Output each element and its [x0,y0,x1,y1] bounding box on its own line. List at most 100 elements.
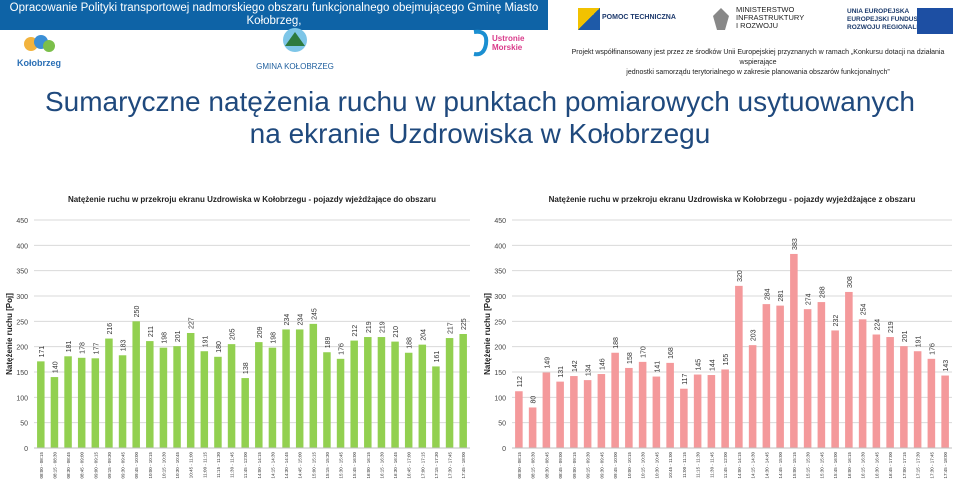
ustronie-logo: Ustronie Morskie [470,28,530,58]
eu-line-3: ROZWOJU REGIONALNEGO [847,24,936,31]
bar [336,358,345,448]
bar [803,309,812,448]
header-line-1: Opracowanie Polityki transportowej nadmo… [9,2,539,27]
data-label: 131 [558,366,565,378]
bar [693,374,702,448]
data-label: 201 [175,330,182,342]
x-tick-label: 14:15 - 14:30 [270,452,275,479]
chart-title: Natężenie ruchu w przekroju ekranu Uzdro… [68,195,436,204]
data-label: 170 [641,346,648,358]
x-tick-label: 16:30 - 16:45 [874,452,879,479]
y-tick-label: 0 [502,446,506,453]
x-tick-label: 09:45 - 10:00 [134,452,139,479]
data-label: 141 [654,361,661,373]
bar [159,347,168,448]
bar [459,334,467,448]
bar [652,376,661,448]
bar [666,362,674,448]
x-tick-label: 08:45 - 09:00 [80,452,85,479]
x-tick-label: 09:30 - 09:45 [121,452,126,479]
bar [748,345,757,448]
data-label: 112 [517,376,524,387]
x-tick-label: 17:45 - 18:00 [943,452,948,479]
data-label: 138 [243,362,250,374]
header-line-2: Gminę Kołobrzeg oraz Gminę Ustronie Mors… [153,30,395,42]
bar [255,342,263,448]
x-tick-label: 10:15 - 10:30 [641,452,646,479]
x-tick-label: 11:00 - 11:15 [202,452,207,478]
x-tick-label: 16:30 - 16:45 [393,452,398,479]
data-label: 191 [916,335,923,347]
x-tick-label: 14:45 - 15:00 [778,452,783,479]
page-title-line-1: Sumaryczne natężenia ruchu w punktach po… [44,86,915,117]
bar [377,337,386,448]
x-tick-label: 08:30 - 08:45 [544,452,549,479]
y-tick-label: 0 [24,446,28,453]
y-tick-label: 250 [494,319,506,326]
data-label: 188 [613,337,620,349]
bar [227,344,236,448]
data-label: 177 [93,343,100,355]
bar [50,377,59,448]
header-bar: Opracowanie Polityki transportowej nadmo… [0,0,548,42]
bar [77,357,86,448]
bar [776,305,784,448]
y-tick-label: 300 [494,294,506,301]
chart-inbound: Natężenie ruchu w przekroju ekranu Uzdro… [5,195,470,479]
y-tick-label: 400 [16,243,28,250]
y-tick-label: 100 [16,395,28,402]
bar [37,361,45,448]
eu-logo: UNIA EUROPEJSKA EUROPEJSKI FUNDUSZ ROZWO… [847,8,955,34]
bar [105,338,113,448]
data-label: 140 [52,361,59,373]
y-axis-label: Natężenie ruchu [Poj] [5,293,14,375]
ministerstwo-line-3: I ROZWOJU [736,21,779,30]
bar [91,358,100,448]
bar [323,352,331,448]
x-tick-label: 09:15 - 09:30 [586,452,591,479]
page-title-line-2: na ekranie Uzdrowiska w Kołobrzegu [249,118,711,149]
y-tick-label: 400 [494,243,506,250]
data-label: 146 [599,358,606,370]
data-label: 161 [434,351,441,363]
data-label: 250 [134,306,141,318]
bar [597,374,606,448]
x-tick-label: 09:00 - 09:15 [572,452,577,479]
x-tick-label: 16:45 - 17:00 [888,452,893,479]
data-label: 189 [325,336,332,348]
data-label: 203 [751,329,758,341]
bar [404,352,413,448]
bar [886,337,894,448]
y-tick-label: 300 [16,294,28,301]
x-tick-label: 08:15 - 08:30 [52,452,57,479]
bar [282,329,290,448]
data-label: 144 [709,359,716,371]
page-title: Sumaryczne natężenia ruchu w punktach po… [0,86,960,150]
x-tick-label: 14:00 - 14:15 [737,452,742,479]
x-tick-label: 15:45 - 16:00 [352,452,357,479]
eu-text: UNIA EUROPEJSKA EUROPEJSKI FUNDUSZ ROZWO… [847,8,935,32]
bar [638,361,647,448]
x-tick-label: 15:30 - 15:45 [339,452,344,479]
bar [845,291,853,448]
bar [817,302,826,448]
x-tick-label: 16:00 - 16:15 [847,452,852,479]
funding-logos: POMOC TECHNICZNA MINISTERSTWO INFRASTRUK… [560,2,960,42]
data-label: 225 [461,318,468,330]
x-tick-label: 08:00 - 08:15 [517,452,522,479]
x-tick-label: 16:45 - 17:00 [407,452,412,479]
data-label: 320 [737,270,744,282]
data-label: 158 [627,352,634,364]
data-label: 80 [531,396,538,404]
bar [418,344,427,448]
eagle-emblem-icon [713,8,729,30]
x-tick-label: 17:15 - 17:30 [434,452,439,479]
x-tick-label: 09:15 - 09:30 [107,452,112,479]
bar [707,375,716,448]
bar [350,340,358,448]
data-label: 176 [339,343,346,355]
data-label: 219 [888,321,895,333]
bar [900,346,908,448]
data-label: 308 [847,276,854,288]
bar [570,376,578,448]
